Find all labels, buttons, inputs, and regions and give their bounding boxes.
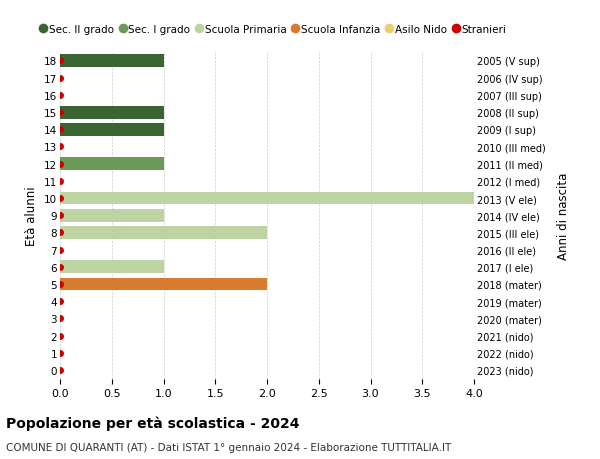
Bar [60, 106, 163, 119]
Bar [60, 158, 163, 171]
Bar [60, 192, 474, 205]
Legend: Sec. II grado, Sec. I grado, Scuola Primaria, Scuola Infanzia, Asilo Nido, Stran: Sec. II grado, Sec. I grado, Scuola Prim… [36, 21, 511, 39]
Bar [60, 261, 163, 274]
Bar [60, 209, 163, 222]
Bar [60, 278, 267, 291]
Bar [60, 123, 163, 136]
Bar [60, 55, 163, 68]
Bar [60, 226, 267, 239]
Text: COMUNE DI QUARANTI (AT) - Dati ISTAT 1° gennaio 2024 - Elaborazione TUTTITALIA.I: COMUNE DI QUARANTI (AT) - Dati ISTAT 1° … [6, 442, 451, 452]
Y-axis label: Anni di nascita: Anni di nascita [557, 172, 569, 259]
Y-axis label: Età alunni: Età alunni [25, 186, 38, 246]
Text: Popolazione per età scolastica - 2024: Popolazione per età scolastica - 2024 [6, 415, 299, 430]
